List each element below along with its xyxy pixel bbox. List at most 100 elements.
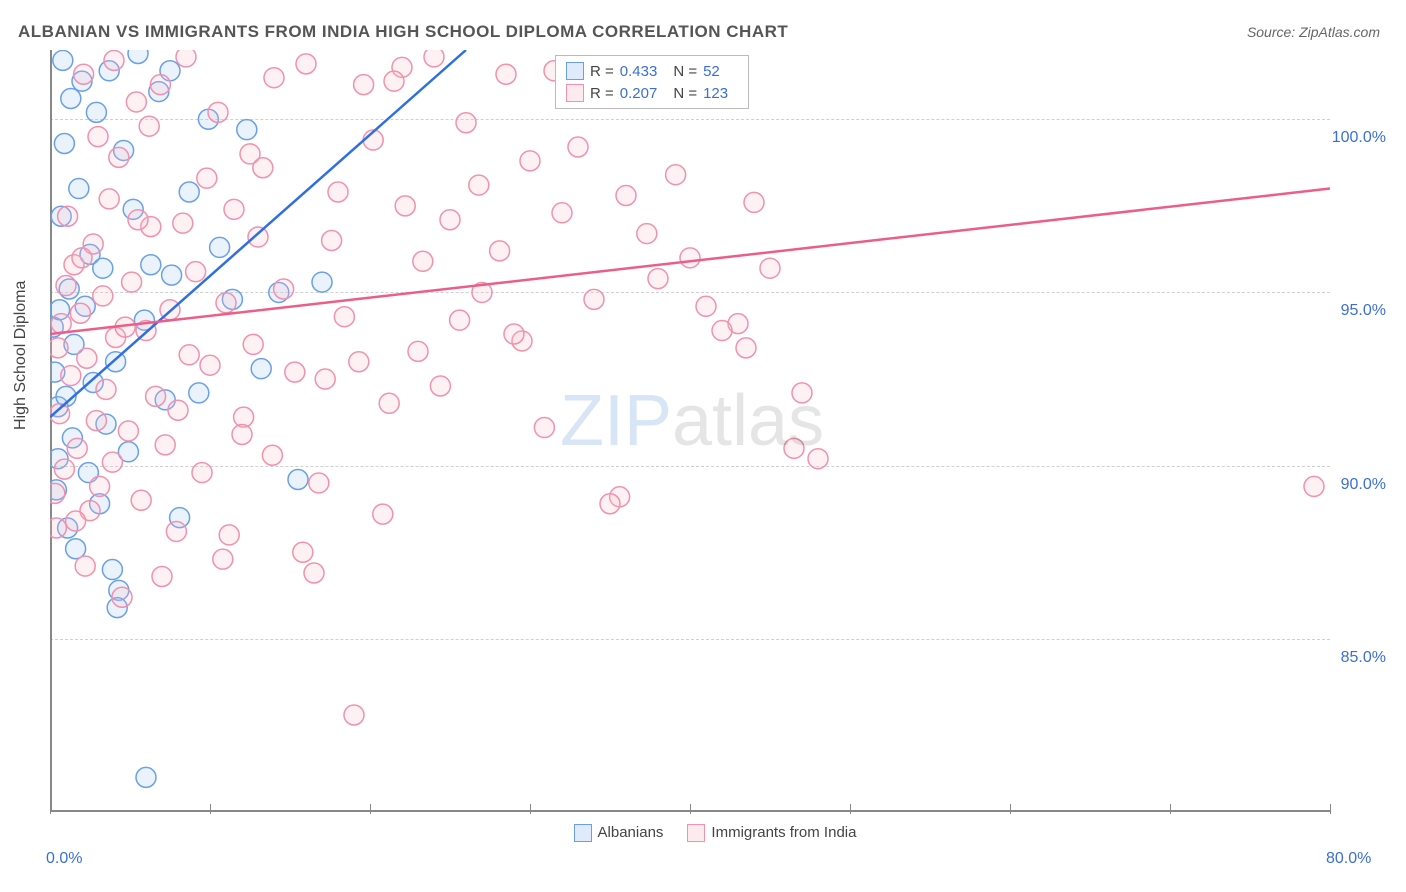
scatter-point (77, 348, 97, 368)
scatter-point (102, 560, 122, 580)
scatter-svg (50, 50, 1330, 812)
scatter-point (349, 352, 369, 372)
scatter-point (173, 213, 193, 233)
scatter-point (490, 241, 510, 261)
scatter-point (50, 483, 65, 503)
scatter-point (237, 120, 257, 140)
chart-title: ALBANIAN VS IMMIGRANTS FROM INDIA HIGH S… (18, 22, 788, 42)
scatter-point (304, 563, 324, 583)
source-attribution: Source: ZipAtlas.com (1247, 24, 1380, 40)
ytick-label: 90.0% (1341, 476, 1386, 494)
scatter-point (808, 449, 828, 469)
scatter-point (285, 362, 305, 382)
scatter-point (219, 525, 239, 545)
scatter-point (58, 206, 78, 226)
scatter-point (395, 196, 415, 216)
scatter-point (213, 549, 233, 569)
legend-r-label: R = (590, 85, 614, 102)
scatter-point (792, 383, 812, 403)
scatter-point (637, 224, 657, 244)
scatter-point (696, 296, 716, 316)
scatter-point (152, 566, 172, 586)
scatter-point (61, 88, 81, 108)
scatter-point (139, 116, 159, 136)
scatter-point (200, 355, 220, 375)
scatter-point (430, 376, 450, 396)
scatter-point (93, 286, 113, 306)
scatter-point (53, 50, 73, 70)
scatter-point (208, 102, 228, 122)
legend-swatch (687, 824, 705, 842)
xtick-label: 0.0% (46, 850, 82, 868)
ytick-label: 100.0% (1332, 129, 1386, 147)
scatter-point (70, 303, 90, 323)
scatter-point (96, 379, 116, 399)
scatter-point (146, 386, 166, 406)
series-legend: Albanians Immigrants from India (0, 824, 1406, 842)
scatter-point (552, 203, 572, 223)
scatter-point (128, 210, 148, 230)
legend-n-label: N = (673, 63, 697, 80)
scatter-point (75, 556, 95, 576)
legend-label: Immigrants from India (711, 824, 856, 841)
scatter-point (99, 189, 119, 209)
scatter-point (1304, 476, 1324, 496)
scatter-point (243, 334, 263, 354)
scatter-point (90, 476, 110, 496)
scatter-point (262, 445, 282, 465)
scatter-point (179, 182, 199, 202)
scatter-point (408, 341, 428, 361)
scatter-point (520, 151, 540, 171)
scatter-point (760, 258, 780, 278)
scatter-point (118, 421, 138, 441)
scatter-point (162, 265, 182, 285)
scatter-point (504, 324, 524, 344)
scatter-point (61, 366, 81, 386)
scatter-point (251, 359, 271, 379)
legend-n-value: 52 (703, 63, 720, 80)
scatter-point (54, 459, 74, 479)
scatter-point (240, 144, 260, 164)
scatter-point (744, 192, 764, 212)
scatter-point (456, 113, 476, 133)
scatter-point (102, 452, 122, 472)
scatter-point (86, 102, 106, 122)
scatter-point (93, 258, 113, 278)
scatter-point (56, 276, 76, 296)
legend-label: Albanians (598, 824, 664, 841)
scatter-point (168, 400, 188, 420)
ytick-label: 85.0% (1341, 649, 1386, 667)
scatter-point (86, 411, 106, 431)
scatter-point (248, 227, 268, 247)
scatter-point (264, 68, 284, 88)
scatter-point (344, 705, 364, 725)
scatter-point (224, 199, 244, 219)
scatter-point (131, 490, 151, 510)
scatter-point (186, 262, 206, 282)
scatter-point (166, 521, 186, 541)
scatter-point (150, 75, 170, 95)
legend-r-value: 0.433 (620, 63, 658, 80)
correlation-legend: R =0.433N =52R =0.207N =123 (555, 55, 749, 109)
scatter-point (179, 345, 199, 365)
scatter-point (534, 418, 554, 438)
scatter-point (496, 64, 516, 84)
scatter-point (288, 469, 308, 489)
scatter-point (176, 50, 196, 67)
xtick-label: 80.0% (1326, 850, 1371, 868)
scatter-point (315, 369, 335, 389)
scatter-point (784, 438, 804, 458)
scatter-point (192, 463, 212, 483)
scatter-point (274, 279, 294, 299)
scatter-point (50, 338, 68, 358)
scatter-point (328, 182, 348, 202)
scatter-point (312, 272, 332, 292)
scatter-point (128, 50, 148, 63)
scatter-point (216, 293, 236, 313)
scatter-point (384, 71, 404, 91)
scatter-point (309, 473, 329, 493)
scatter-point (413, 251, 433, 271)
y-axis-label: High School Diploma (12, 281, 30, 430)
scatter-point (680, 248, 700, 268)
scatter-point (88, 127, 108, 147)
